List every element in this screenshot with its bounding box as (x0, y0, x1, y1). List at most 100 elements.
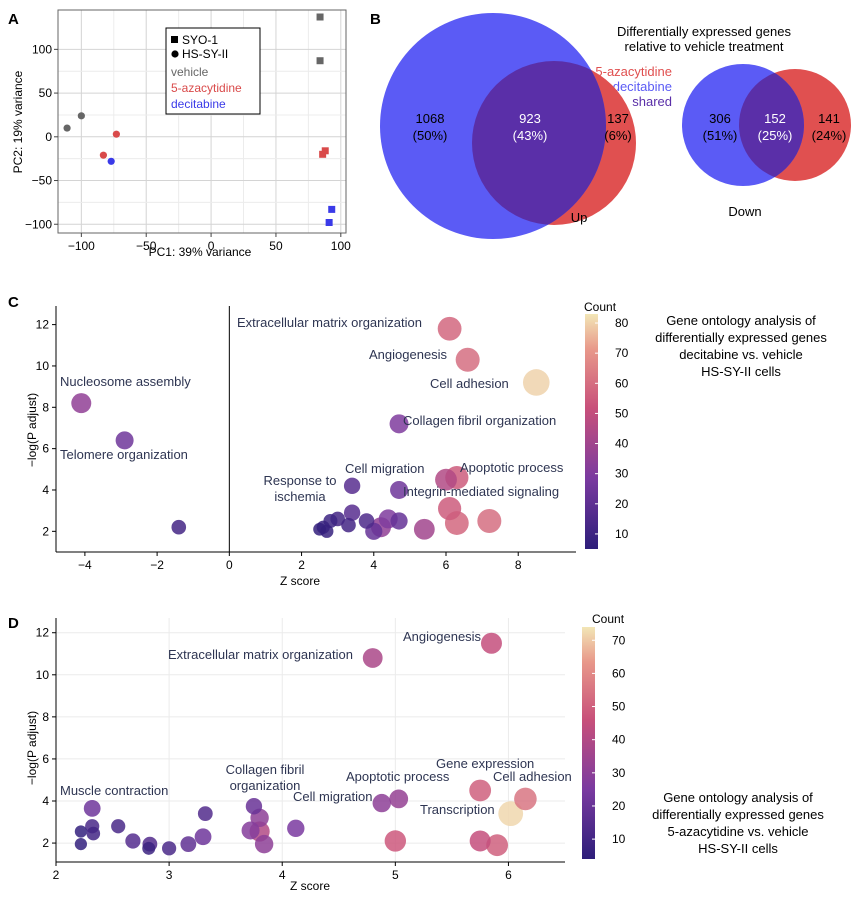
tick-label-x: 2 (53, 868, 60, 882)
panel-d-side-line4: HS-SY-II cells (698, 841, 778, 856)
pca-point-square (328, 205, 336, 213)
panel-d-side-line2: differentially expressed genes (652, 807, 824, 822)
go-term-bubble (413, 518, 435, 540)
pca-point-circle (112, 130, 120, 138)
tick-label-x: 4 (370, 558, 377, 572)
go-term-bubble (74, 825, 87, 838)
go-term-bubble (86, 826, 101, 841)
go-term-bubble (498, 801, 524, 827)
go-term-bubble (343, 477, 361, 495)
go-term-bubble (241, 821, 260, 840)
panel-d-annotations: Angiogenesis Extracellular matrix organi… (60, 629, 572, 817)
panel-d-side-line3: 5-azacytidine vs. vehicle (668, 824, 809, 839)
go-term-bubble (390, 512, 408, 530)
tick-label-y: −50 (32, 174, 53, 188)
panel-c-annotations: Extracellular matrix organization Angiog… (60, 315, 564, 504)
go-term-bubble (343, 504, 361, 521)
colorbar-tick-label: 10 (612, 832, 626, 846)
annotation-integrin-signaling: Integrin-mediated signaling (403, 484, 559, 499)
go-term-bubble (171, 519, 187, 535)
tick-label-x: −2 (150, 558, 164, 572)
go-term-bubble (254, 834, 274, 854)
venn-down-azacytidine-pct: (24%) (812, 128, 847, 143)
go-term-bubble (197, 806, 213, 822)
venn-up-decitabine-pct: (50%) (413, 128, 448, 143)
go-term-bubble (477, 508, 502, 533)
panel-d-colorbar-ticks: 10 20 30 40 50 60 70 (592, 633, 626, 846)
go-term-bubble (486, 834, 509, 857)
venn-legend-decitabine: decitabine (613, 79, 672, 94)
colorbar-tick-label: 70 (612, 633, 626, 647)
annotation-nucleosome-assembly: Nucleosome assembly (60, 374, 191, 389)
tick-label-x: 2 (298, 558, 305, 572)
colorbar-tick-label: 50 (615, 406, 629, 420)
go-term-bubble (384, 830, 407, 852)
tick-label-x: 0 (226, 558, 233, 572)
panel-a: A −100 −50 0 50 100 −100 −50 0 50 100 PC1: 39% va… (8, 9, 351, 259)
annotation-cell-adhesion: Cell adhesion (430, 376, 509, 391)
venn-up-shared-pct: (43%) (513, 128, 548, 143)
tick-label-x: 3 (166, 868, 173, 882)
annotation-extracellular-matrix: Extracellular matrix organization (237, 315, 422, 330)
annotation-apoptotic-process: Apoptotic process (460, 460, 564, 475)
pca-point-circle (63, 124, 71, 132)
legend-label-hssyii: HS-SY-II (182, 47, 228, 61)
tick-label-x: 4 (279, 868, 286, 882)
go-term-bubble (389, 789, 409, 809)
panel-c-colorbar-title: Count (584, 300, 617, 314)
panel-c-points (71, 316, 550, 540)
colorbar-tick-label: 20 (612, 799, 626, 813)
go-term-bubble (194, 828, 212, 846)
colorbar-tick-label: 60 (615, 376, 629, 390)
venn-up-label: Up (571, 210, 588, 225)
panel-b: B Differentially expressed genes relativ… (370, 11, 851, 239)
tick-label-x: 6 (443, 558, 450, 572)
panel-a-frame (57, 9, 347, 234)
go-term-bubble (162, 841, 177, 856)
go-term-bubble (341, 517, 356, 533)
tick-label-y: 6 (42, 752, 49, 766)
tick-label-y: −100 (25, 217, 52, 231)
annotation-d-transcription: Transcription (420, 802, 495, 817)
tick-label-y: 2 (42, 836, 49, 850)
go-term-bubble (125, 833, 141, 849)
tick-label-y: 12 (36, 318, 50, 332)
go-term-bubble (435, 468, 457, 491)
go-term-bubble (480, 632, 502, 654)
tick-label-x: 100 (331, 239, 351, 253)
venn-title-line2: relative to vehicle treatment (625, 39, 784, 54)
tick-label-y: 4 (42, 483, 49, 497)
go-term-bubble (469, 830, 491, 852)
go-term-bubble (74, 838, 87, 851)
panel-d-grid (55, 618, 565, 862)
annotation-d-organization: organization (230, 778, 301, 793)
tick-label-y: 0 (45, 130, 52, 144)
panel-d-side-text: Gene ontology analysis of differentially… (652, 790, 824, 856)
go-term-bubble (142, 841, 156, 855)
legend-label-azacytidine: 5-azacytidine (171, 81, 242, 95)
venn-title-line1: Differentially expressed genes (617, 24, 791, 39)
tick-label-x: −4 (78, 558, 92, 572)
panel-d-colorbar (582, 627, 595, 859)
legend-label-vehicle: vehicle (171, 65, 209, 79)
annotation-response-to: Response to (264, 473, 337, 488)
tick-label-y: 10 (36, 668, 50, 682)
panel-c-side-line1: Gene ontology analysis of (666, 313, 816, 328)
go-term-bubble (180, 836, 197, 853)
panel-a-ticks: −100 −50 0 50 100 −100 −50 0 50 100 (25, 42, 351, 253)
tick-label-y: 50 (39, 86, 53, 100)
venn-down-decitabine-count: 306 (709, 111, 731, 126)
venn-down-decitabine-pct: (51%) (703, 128, 738, 143)
annotation-d-gene-expression: Gene expression (436, 756, 534, 771)
venn-down-label: Down (728, 204, 761, 219)
panel-b-letter: B (370, 11, 381, 28)
panel-a-points (63, 13, 336, 227)
venn-up-decitabine-count: 1068 (416, 111, 445, 126)
go-term-bubble (115, 431, 134, 450)
annotation-cell-migration: Cell migration (345, 461, 424, 476)
panel-a-letter: A (8, 11, 19, 28)
pca-point-circle (99, 151, 108, 159)
annotation-collagen-fibril: Collagen fibril organization (403, 413, 556, 428)
annotation-d-collagen-fibril: Collagen fibril (226, 762, 305, 777)
go-term-bubble (83, 799, 101, 817)
